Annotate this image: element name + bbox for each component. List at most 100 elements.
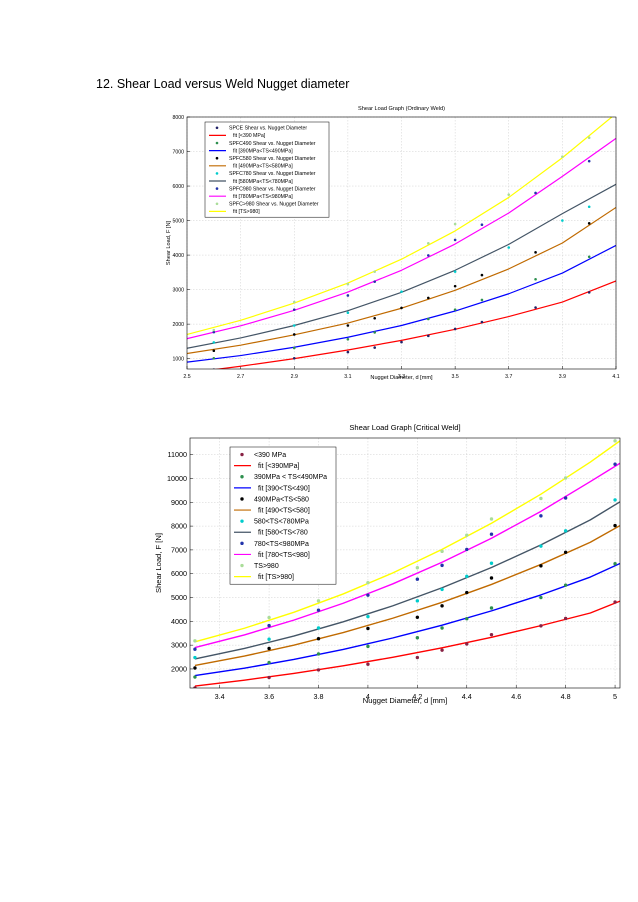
data-point-series-4 bbox=[316, 626, 321, 630]
data-point-series-3 bbox=[587, 222, 591, 225]
data-point-series-2 bbox=[539, 595, 543, 600]
y-axis-label: Shear Load, F [N] bbox=[154, 533, 163, 593]
legend-marker-3 bbox=[215, 156, 219, 160]
data-point-series-5 bbox=[366, 593, 370, 597]
legend-label-series-2: 390MPa < TS<490MPa bbox=[254, 474, 327, 481]
data-point-series-3 bbox=[440, 604, 444, 608]
data-point-series-2 bbox=[366, 644, 370, 649]
data-point-series-5 bbox=[415, 577, 420, 581]
y-tick-label: 4000 bbox=[171, 617, 187, 626]
legend-box bbox=[204, 121, 330, 218]
legend-label-fit-5: fit [780<TS<980] bbox=[258, 552, 310, 559]
data-point-series-6 bbox=[613, 439, 617, 443]
x-tick-label: 4.6 bbox=[511, 692, 521, 701]
data-point-series-2 bbox=[480, 298, 484, 302]
legend-marker-4 bbox=[240, 519, 244, 523]
data-point-series-1 bbox=[373, 346, 376, 349]
legend-label-fit-2: fit [390<TS<490] bbox=[258, 485, 310, 492]
legend-label-series-3: 490MPa<TS<580 bbox=[254, 496, 309, 503]
chart-title: Shear Load Graph (Ordinary Weld) bbox=[358, 106, 445, 112]
data-point-series-6 bbox=[267, 615, 271, 620]
data-point-series-6 bbox=[507, 193, 511, 196]
data-point-series-3 bbox=[415, 615, 420, 619]
data-point-series-3 bbox=[563, 550, 568, 554]
data-point-series-6 bbox=[316, 599, 321, 603]
plot-content bbox=[187, 117, 616, 369]
y-tick-label: 4000 bbox=[172, 253, 184, 259]
data-point-series-4 bbox=[587, 205, 591, 209]
y-tick-label: 11000 bbox=[168, 450, 187, 459]
data-point-series-2 bbox=[587, 255, 591, 259]
axes-box bbox=[189, 437, 621, 689]
data-point-series-5 bbox=[563, 496, 568, 500]
legend-marker-6 bbox=[215, 202, 219, 206]
data-point-series-1 bbox=[563, 616, 568, 621]
x-tick-label: 3.3 bbox=[398, 374, 405, 380]
legend-label-series-4: 580<TS<780MPa bbox=[254, 519, 309, 526]
data-point-series-6 bbox=[563, 476, 568, 480]
fit-line-1 bbox=[214, 280, 616, 369]
legend-label-fit-6: fit [TS>980] bbox=[233, 209, 260, 215]
data-point-series-1 bbox=[346, 350, 350, 354]
data-point-series-3 bbox=[480, 273, 484, 277]
x-tick-label: 3.4 bbox=[215, 692, 225, 701]
x-tick-label: 4.8 bbox=[561, 692, 571, 701]
data-point-series-5 bbox=[267, 623, 271, 628]
data-point-series-1 bbox=[480, 320, 484, 324]
data-point-series-5 bbox=[489, 532, 494, 536]
legend-label-series-1: SPCE Shear vs. Nugget Diameter bbox=[229, 126, 307, 132]
axes-box bbox=[186, 116, 617, 370]
data-point-series-4 bbox=[440, 587, 444, 592]
legend-label-series-5: SPFC980 Shear vs. Nugget Diameter bbox=[229, 186, 316, 192]
data-point-series-3 bbox=[613, 523, 617, 528]
data-point-series-6 bbox=[212, 328, 216, 332]
data-point-series-2 bbox=[427, 317, 430, 321]
data-point-series-6 bbox=[292, 300, 296, 304]
data-point-series-4 bbox=[465, 574, 469, 579]
data-point-series-4 bbox=[539, 544, 543, 548]
data-point-series-5 bbox=[587, 159, 591, 163]
data-point-series-5 bbox=[453, 238, 457, 242]
legend-label-series-1: <390 MPa bbox=[254, 452, 286, 459]
x-tick-label: 3.6 bbox=[264, 692, 274, 701]
data-point-series-6 bbox=[373, 270, 376, 273]
y-tick-label: 5000 bbox=[172, 218, 184, 224]
data-point-series-4 bbox=[415, 599, 420, 603]
y-tick-label: 8000 bbox=[171, 522, 187, 531]
legend-label-fit-5: fit [780MPa<TS<980MPa] bbox=[233, 194, 293, 200]
data-point-series-1 bbox=[489, 632, 494, 637]
data-point-series-1 bbox=[613, 600, 617, 604]
data-point-series-6 bbox=[427, 242, 430, 245]
legend-marker-2 bbox=[240, 475, 244, 479]
data-point-series-6 bbox=[346, 282, 350, 286]
data-point-series-3 bbox=[539, 564, 543, 568]
data-point-series-5 bbox=[316, 608, 321, 612]
legend-marker-1 bbox=[215, 126, 219, 130]
data-point-series-3 bbox=[346, 324, 350, 327]
data-point-series-3 bbox=[489, 576, 494, 580]
data-point-series-4 bbox=[346, 311, 350, 315]
legend-box bbox=[229, 446, 337, 585]
data-point-series-4 bbox=[267, 637, 271, 641]
x-tick-label: 3.9 bbox=[559, 374, 566, 380]
y-tick-label: 3000 bbox=[172, 287, 184, 293]
data-point-series-3 bbox=[400, 306, 403, 310]
legend-label-series-2: SPFC490 Shear vs. Nugget Diameter bbox=[229, 141, 316, 147]
legend-marker-1 bbox=[240, 452, 244, 457]
legend-label-fit-4: fit [580<TS<780 bbox=[258, 530, 308, 537]
data-point-series-1 bbox=[539, 624, 543, 628]
data-point-series-2 bbox=[563, 583, 568, 587]
data-point-series-6 bbox=[465, 533, 469, 537]
data-point-series-1 bbox=[267, 675, 271, 680]
data-point-series-3 bbox=[292, 333, 296, 336]
data-point-series-2 bbox=[193, 675, 197, 679]
x-axis-label: Nugget Diameter, d [mm] bbox=[363, 696, 447, 705]
data-point-series-1 bbox=[465, 642, 469, 646]
y-tick-label: 9000 bbox=[171, 498, 187, 507]
legend-label-fit-4: fit [580MPa<TS<780MPa] bbox=[233, 179, 293, 185]
x-tick-label: 4.2 bbox=[412, 692, 422, 701]
y-tick-label: 5000 bbox=[171, 593, 187, 602]
x-tick-label: 2.9 bbox=[291, 374, 298, 380]
